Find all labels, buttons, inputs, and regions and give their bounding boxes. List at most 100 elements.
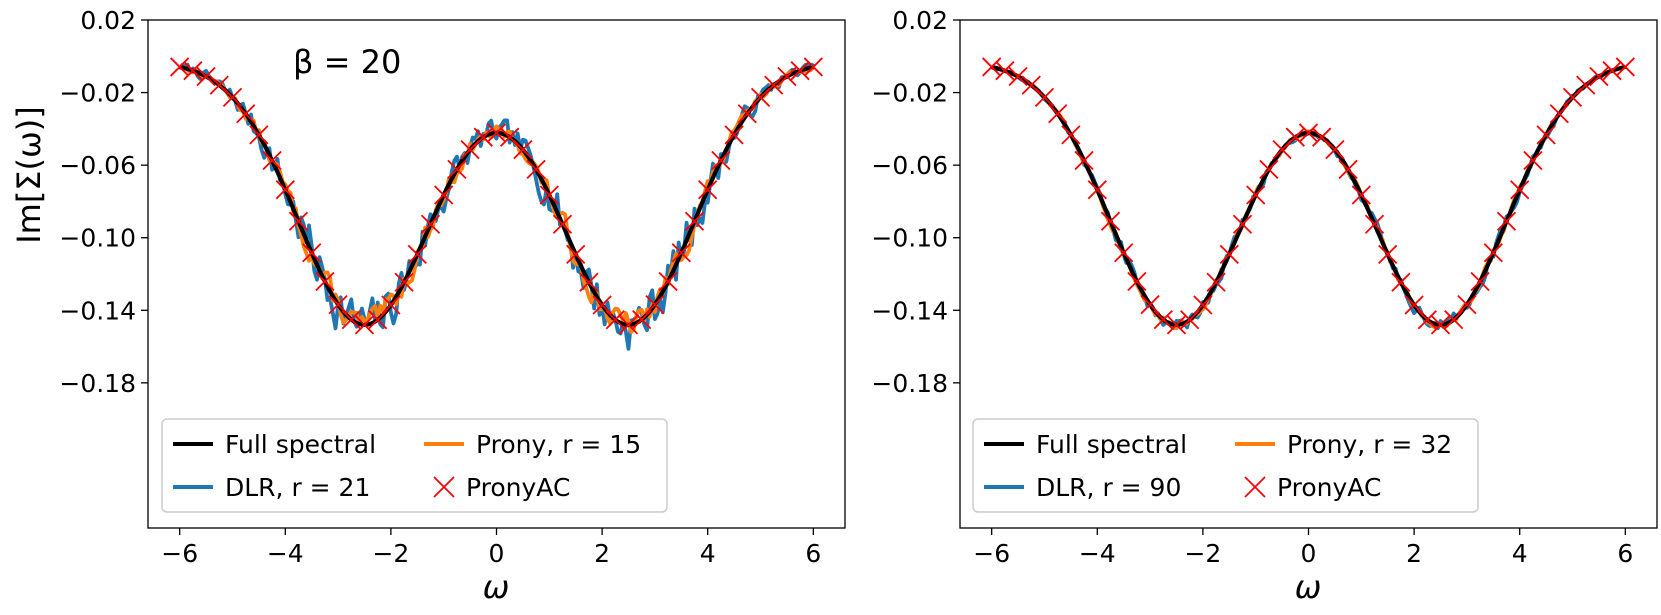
pronyac-marker-stroke [486,123,507,143]
pronyac-marker-stroke [1008,66,1028,87]
pronyac-marker [222,87,243,107]
pronyac-marker [737,104,757,124]
pronyac-marker-stroke [1325,140,1345,160]
legend-swatch-pronyac [433,476,455,498]
x-tick-label: −6 [161,539,198,568]
pronyac-marker [711,150,731,171]
pronyac-marker [605,310,625,330]
left-panel: Im[Σ(ω)] β = 20 ω −6 −4 −2 0 2 4 6 0.02 −0.02 −0.… [10,6,846,606]
pronyac-marker-stroke [566,244,586,264]
legend: Full spectral Prony, r = 15 DLR, r = 21 … [161,418,668,513]
pronyac-marker-stroke [1496,211,1517,231]
pronyac-marker-stroke [995,61,1015,81]
pronyac-marker-stroke [526,159,546,180]
pronyac-marker-stroke [196,66,216,87]
pronyac-marker-stroke [420,214,441,234]
pronyac-marker-stroke [275,180,295,200]
pronyac-marker [1285,127,1305,147]
pronyac-marker-stroke [1549,104,1569,124]
pronyac-marker [1549,104,1569,124]
pronyac-marker [1008,66,1028,87]
x-tick-label: 0 [489,539,505,568]
pronyac-marker [183,61,203,81]
pronyac-marker-stroke [803,57,823,77]
pronyac-marker [262,150,282,171]
x-tick-label: −4 [267,539,304,568]
x-tick-label: 6 [805,539,821,568]
plot-area [170,57,823,351]
pronyac-marker-stroke [724,125,744,145]
y-tick-label: −0.10 [59,224,136,253]
y-tick-label: 0.02 [892,6,948,35]
pronyac-marker [1140,294,1160,315]
pronyac-marker [1074,150,1094,171]
pronyac-marker [170,57,190,77]
y-tick-label: −0.18 [871,369,948,398]
series-prony-line [991,65,1626,331]
series-full-spectral-line [179,64,814,327]
pronyac-marker-stroke [790,61,810,81]
pronyac-marker-stroke [1061,125,1081,145]
pronyac-marker [790,61,810,81]
y-tick-label: −0.02 [59,79,136,108]
pronyac-marker-stroke [1338,159,1358,180]
pronyac-marker [1166,315,1187,335]
pronyac-marker [592,295,612,315]
pronyac-marker-stroke [711,150,731,171]
pronyac-marker [288,211,309,231]
pronyac-marker-stroke [1298,123,1319,143]
pronyac-marker [1378,244,1398,264]
legend-label-dlr: DLR, r = 21 [225,473,370,502]
pronyac-marker [368,310,388,330]
pronyac-marker [1404,295,1424,315]
pronyac-marker [764,75,784,95]
pronyac-marker-stroke [698,180,718,200]
x-tick-label: 6 [1617,539,1633,568]
pronyac-marker-stroke [645,294,665,315]
pronyac-marker [1100,211,1121,231]
pronyac-marker-stroke [1351,185,1371,205]
pronyac-marker [196,66,216,87]
pronyac-marker [1496,211,1517,231]
series-dlr-line [991,64,1627,331]
pronyac-marker-stroke [249,125,269,145]
pronyac-marker [513,140,533,160]
pronyac-marker [1127,271,1147,292]
pronyac-marker [566,244,586,264]
x-axis-label: ω [483,568,510,606]
pronyac-marker [1246,185,1266,205]
pronyac-marker [302,243,322,263]
pronyac-marker-stroke [183,61,203,81]
legend-swatch-pronyac [1244,476,1266,498]
pronyac-marker [1417,310,1437,330]
pronyac-marker-stroke [1074,150,1094,171]
pronyac-marker-stroke [1087,180,1107,200]
pronyac-marker [552,214,573,234]
pronyac-marker-stroke [1259,159,1279,180]
axes-frame [959,19,1658,529]
pronyac-marker [1483,243,1503,263]
pronyac-marker-stroke [1378,244,1398,264]
pronyac-marker-stroke [328,294,348,315]
pronyac-marker-stroke [302,243,322,263]
y-tick-label: −0.02 [871,79,948,108]
pronyac-marker [1034,87,1055,107]
pronyac-marker [1193,295,1213,315]
pronyac-marker-stroke [1180,310,1200,330]
pronyac-marker [1298,123,1319,143]
pronyac-marker-stroke [1312,127,1332,147]
pronyac-marker [1114,243,1134,263]
pronyac-marker-stroke [222,87,243,107]
pronyac-marker [698,180,718,200]
pronyac-marker [658,271,678,292]
y-tick-label: 0.02 [80,6,136,35]
pronyac-marker [579,272,599,292]
x-tick-label: 2 [594,539,610,568]
pronyac-marker-stroke [658,271,678,292]
pronyac-marker-stroke [1444,309,1464,330]
pronyac-marker [341,309,361,330]
x-tick-label: 4 [700,539,716,568]
pronyac-marker [539,185,559,205]
pronyac-marker [407,244,427,264]
